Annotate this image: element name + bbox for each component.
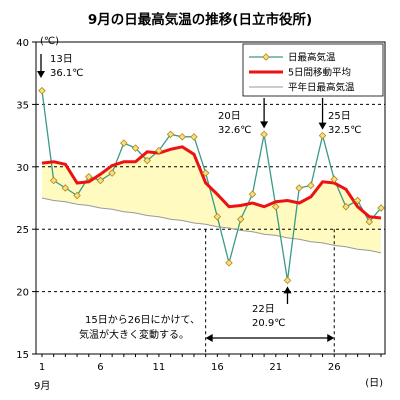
data-point	[330, 175, 339, 184]
annotation-arrowhead	[37, 71, 45, 78]
data-point	[143, 156, 151, 165]
normal-range-area	[42, 146, 381, 253]
legend-marker	[262, 53, 270, 61]
data-point	[166, 130, 175, 139]
grid-lines	[36, 103, 385, 293]
y-tick-label: 40	[16, 38, 29, 49]
data-point	[108, 169, 116, 177]
data-point	[73, 191, 81, 200]
y-tick-label: 30	[16, 163, 29, 174]
data-point	[248, 190, 257, 199]
annotation-note: 気温が大きく変動する。	[79, 328, 189, 341]
data-point	[201, 169, 210, 177]
data-point	[131, 144, 140, 152]
legend-item-normal-label: 平年日最高気温	[288, 82, 355, 94]
data-point	[307, 181, 315, 190]
period-arrowhead	[327, 334, 335, 342]
data-point	[353, 196, 362, 205]
data-point	[342, 202, 350, 211]
annotation-label: 25日	[328, 111, 351, 122]
legend-item-moving-average-label: 5日間移動平均	[288, 67, 351, 79]
annotation-arrowhead	[283, 286, 292, 294]
data-point	[96, 176, 105, 185]
data-point	[84, 173, 93, 181]
x-tick-label: 21	[269, 362, 282, 373]
data-point	[213, 212, 222, 221]
data-point	[155, 146, 163, 155]
data-point	[236, 215, 245, 223]
annotation-value: 36.1℃	[50, 68, 84, 79]
data-point	[61, 184, 70, 192]
data-point	[38, 86, 46, 95]
x-tick-label: 11	[153, 362, 166, 373]
annotation-label: 22日	[252, 304, 275, 315]
data-point	[377, 204, 385, 212]
data-point	[365, 217, 374, 226]
x-tick-label: 1	[39, 362, 45, 373]
data-point	[190, 133, 198, 141]
plot-frame	[35, 41, 386, 355]
data-point	[295, 184, 303, 192]
annotation-value: 32.5℃	[328, 125, 362, 136]
x-tick-label: 26	[328, 362, 341, 373]
x-tick-label: 16	[211, 362, 224, 373]
y-tick-label: 35	[16, 100, 29, 111]
series-markers	[38, 86, 385, 285]
data-point	[49, 176, 58, 185]
series-line-moving-average	[41, 145, 382, 220]
y-tick-label: 15	[16, 350, 29, 361]
legend-item-daily-max-label: 日最高気温	[288, 52, 336, 64]
y-tick-label: 25	[16, 225, 29, 236]
annotation-note: 15日から26日にかけて、	[85, 314, 200, 326]
y-tick-label: 20	[16, 288, 29, 299]
data-point	[283, 276, 292, 285]
annotation-label: 20日	[218, 111, 241, 122]
data-point	[178, 133, 187, 141]
data-point	[225, 259, 233, 267]
period-arrowhead	[205, 334, 213, 342]
x-axis-label: (日)	[365, 378, 383, 389]
chart-title: 9月の日最高気温の推移(日立市役所)	[88, 11, 312, 28]
month-label: 9月	[34, 380, 50, 392]
x-tick-label: 6	[97, 362, 103, 373]
annotations: 13日 36.1℃ 20日 32.6℃ 25日 32.5℃ 22日 20.9℃ 15日から26日…	[37, 54, 362, 354]
annotation-label: 13日	[50, 54, 73, 65]
data-point	[120, 139, 128, 147]
data-point	[260, 130, 268, 139]
annotation-value: 32.6℃	[218, 125, 252, 136]
data-point	[318, 131, 327, 140]
annotation-value: 20.9℃	[252, 318, 286, 329]
data-point	[272, 202, 280, 211]
annotation-arrowhead	[318, 122, 327, 130]
annotation-arrowhead	[260, 121, 269, 129]
normal-range-fill	[42, 146, 381, 253]
series-line-normal	[41, 197, 382, 254]
